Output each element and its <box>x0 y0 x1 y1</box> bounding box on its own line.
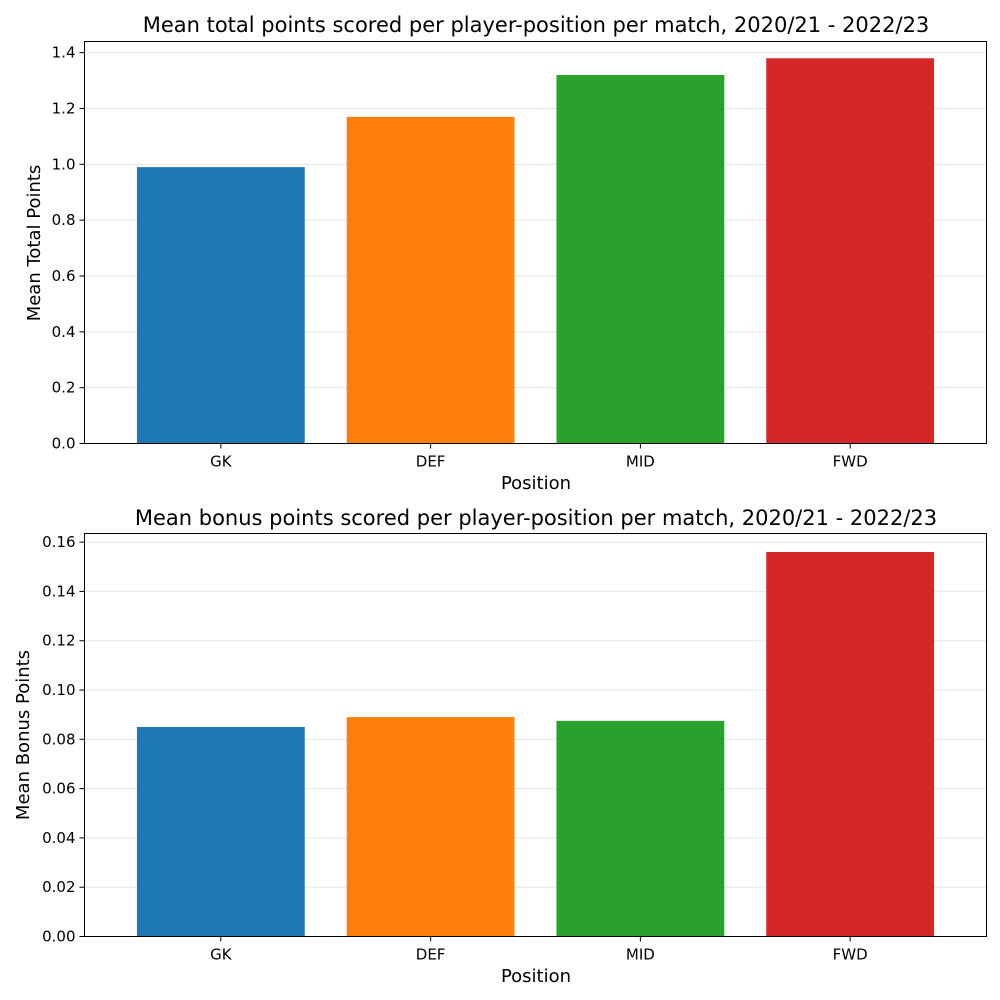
y-axis-label: Mean Bonus Points <box>13 650 34 820</box>
x-axis-label: Position <box>501 966 571 987</box>
plot-frame <box>84 533 987 937</box>
y-tick-label: 0.4 <box>52 323 76 341</box>
x-tick-label: GK <box>210 946 233 964</box>
y-tick-label: 0.2 <box>52 379 76 397</box>
plot-frame <box>84 41 987 444</box>
bar-mid <box>556 720 725 937</box>
bar-gk <box>136 726 305 937</box>
x-tick-label: DEF <box>416 946 446 964</box>
bar-fwd <box>766 58 935 444</box>
y-tick-label: 1.2 <box>52 100 76 118</box>
bars <box>136 58 935 444</box>
y-tick-label: 0.6 <box>52 267 76 285</box>
y-axis-label: Mean Total Points <box>24 165 45 322</box>
bars <box>136 551 935 937</box>
x-tick-label: GK <box>210 453 233 471</box>
bar-mid <box>556 75 725 444</box>
x-axis-ticks: GK DEF MID FWD <box>210 443 868 471</box>
y-tick-label: 0.12 <box>42 632 75 650</box>
y-tick-label: 0.0 <box>52 435 76 453</box>
y-tick-label: 0.10 <box>42 681 75 699</box>
bar-fwd <box>766 551 935 937</box>
x-tick-label: DEF <box>416 453 446 471</box>
chart-title: Mean bonus points scored per player-posi… <box>135 506 937 530</box>
x-tick-label: FWD <box>833 946 868 964</box>
x-axis-label: Position <box>501 473 571 494</box>
x-tick-label: MID <box>626 453 655 471</box>
y-tick-label: 0.08 <box>42 730 75 748</box>
y-tick-label: 1.0 <box>52 155 76 173</box>
y-tick-label: 1.4 <box>52 44 76 62</box>
x-tick-label: FWD <box>833 453 868 471</box>
y-tick-label: 0.02 <box>42 878 75 896</box>
x-axis-ticks: GK DEF MID FWD <box>210 936 868 964</box>
x-tick-label: MID <box>626 946 655 964</box>
y-tick-label: 0.16 <box>42 533 75 551</box>
y-tick-label: 0.06 <box>42 780 75 798</box>
bonus-points-chart: Mean bonus points scored per player-posi… <box>13 506 987 987</box>
y-tick-label: 0.04 <box>42 829 75 847</box>
y-tick-label: 0.14 <box>42 582 75 600</box>
bar-gk <box>136 167 305 444</box>
y-axis-ticks: 0.00 0.02 0.04 0.06 0.08 0.10 0.12 0.14 0.16 <box>42 533 85 946</box>
y-tick-label: 0.00 <box>42 928 75 946</box>
chart-title: Mean total points scored per player-posi… <box>143 13 930 37</box>
y-axis-ticks: 0.0 0.2 0.4 0.6 0.8 1.0 1.2 1.4 <box>52 44 85 453</box>
bar-def <box>346 717 515 937</box>
y-tick-label: 0.8 <box>52 211 76 229</box>
total-points-chart: Mean total points scored per player-posi… <box>24 13 987 494</box>
bar-def <box>346 116 515 444</box>
